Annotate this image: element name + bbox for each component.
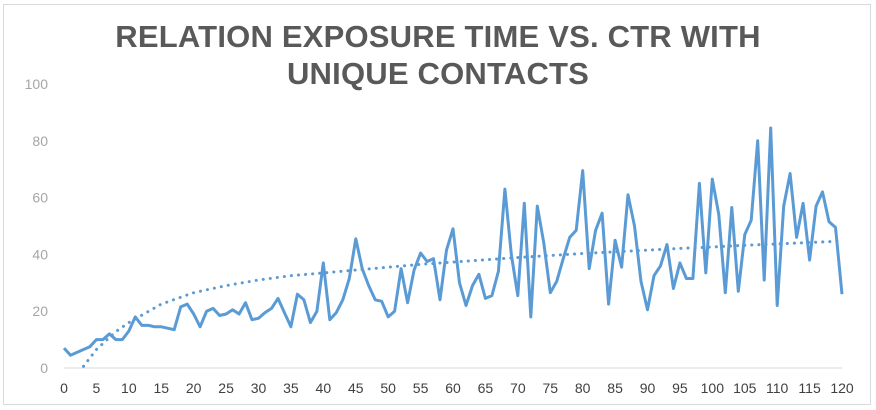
- x-tick-label: 85: [607, 380, 623, 396]
- x-tick-label: 80: [575, 380, 591, 396]
- trendline: [82, 239, 844, 368]
- x-tick-label: 65: [478, 380, 494, 396]
- chart-title: RELATION EXPOSURE TIME VS. CTR WITH UNIQ…: [0, 18, 876, 92]
- x-tick-label: 5: [93, 380, 101, 396]
- x-axis-tick-labels: 0 5 10 15 20 25 30 35 40 45 50 55 60 65 70 75 80 85 90 95 10…: [60, 380, 854, 396]
- x-tick-label: 105: [733, 380, 757, 396]
- y-tick-label: 0: [40, 360, 48, 376]
- x-tick-label: 120: [830, 380, 854, 396]
- x-tick-label: 70: [510, 380, 526, 396]
- y-axis-tick-labels: 0 20 40 60 80 100: [25, 76, 49, 376]
- x-tick-label: 10: [121, 380, 137, 396]
- x-tick-label: 20: [186, 380, 202, 396]
- series-layer: [62, 126, 844, 368]
- x-tick-label: 55: [413, 380, 429, 396]
- chart-frame: [3, 4, 871, 405]
- data-series-line: [62, 126, 844, 357]
- x-tick-label: 35: [283, 380, 299, 396]
- y-tick-label: 60: [32, 190, 48, 206]
- x-tick-label: 95: [672, 380, 688, 396]
- x-tick-label: 110: [766, 380, 789, 396]
- x-tick-label: 60: [445, 380, 461, 396]
- y-tick-label: 100: [25, 76, 49, 92]
- x-tick-label: 75: [542, 380, 558, 396]
- x-tick-label: 40: [316, 380, 332, 396]
- y-tick-label: 20: [32, 303, 48, 319]
- x-tick-label: 50: [380, 380, 396, 396]
- x-tick-label: 15: [153, 380, 169, 396]
- y-tick-label: 80: [32, 133, 48, 149]
- y-tick-label: 40: [32, 246, 48, 262]
- x-tick-label: 100: [701, 380, 725, 396]
- x-tick-label: 0: [60, 380, 68, 396]
- x-tick-label: 45: [348, 380, 364, 396]
- x-tick-label: 90: [640, 380, 656, 396]
- x-tick-label: 115: [798, 380, 821, 396]
- x-tick-label: 25: [218, 380, 234, 396]
- chart-title-line-1: RELATION EXPOSURE TIME VS. CTR WITH: [115, 19, 761, 54]
- chart-title-line-2: UNIQUE CONTACTS: [286, 56, 590, 91]
- x-tick-label: 30: [251, 380, 267, 396]
